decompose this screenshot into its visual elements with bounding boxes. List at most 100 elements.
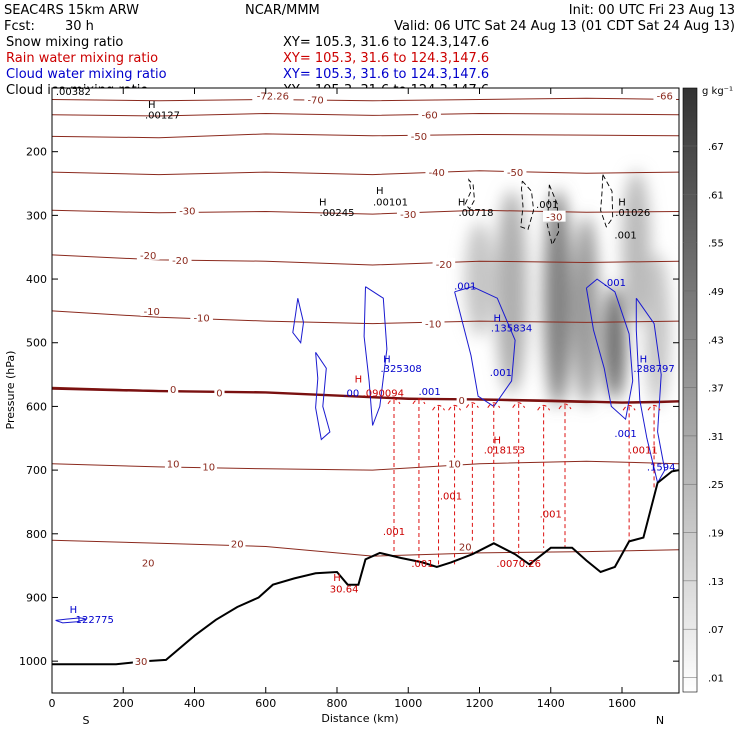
contour-label-bg xyxy=(432,257,456,269)
contour-label: 0 xyxy=(459,396,465,407)
contour-label: 10 xyxy=(167,460,180,471)
contour-label: -30 xyxy=(546,213,562,224)
contour-label: 20 xyxy=(142,558,155,569)
contour-label-bg xyxy=(214,386,225,398)
rain-column-cap xyxy=(487,402,501,408)
temperature-contour xyxy=(52,97,679,102)
field-annotation: .00127 xyxy=(145,111,180,122)
contour-label-bg xyxy=(190,311,213,323)
y-tick-label: 500 xyxy=(26,337,47,350)
contour-label-bg xyxy=(396,208,420,220)
y-axis-label: Pressure (hPa) xyxy=(4,351,17,430)
colorbar-tick-label: .49 xyxy=(708,287,724,298)
field-annotation: 30.64 xyxy=(330,585,359,596)
terrain-outline xyxy=(52,469,679,666)
colorbar-tick-label: .01 xyxy=(708,674,724,685)
cloud-water-contour xyxy=(635,297,666,485)
y-tick-label: 900 xyxy=(26,591,47,604)
contour-label: 0 xyxy=(216,388,222,399)
contour-label-bg xyxy=(229,537,246,549)
colorbar-tick-label: .13 xyxy=(708,577,724,588)
field-annotation: .00718 xyxy=(458,208,493,219)
contour-label: -10 xyxy=(144,307,160,318)
shading-blob xyxy=(465,221,494,337)
contour-label-bg xyxy=(407,129,431,141)
field-annotation: H xyxy=(640,355,648,366)
org-title: NCAR/MMM xyxy=(245,3,320,18)
rain-column-cap xyxy=(387,398,401,405)
shading-blob xyxy=(543,189,573,407)
y-tick-label: 400 xyxy=(26,273,47,286)
snow-contour xyxy=(464,178,475,210)
temperature-contour xyxy=(52,170,679,176)
field-annotation: .0070.26 xyxy=(496,559,541,570)
x-tick-label: 600 xyxy=(255,697,276,710)
field-annotation: .001 xyxy=(490,368,512,379)
field-annotation: .001 xyxy=(614,429,636,440)
contour-label-bg xyxy=(164,457,182,469)
contour-label: -30 xyxy=(179,206,195,217)
contour-label-bg xyxy=(421,317,445,329)
contour-label-bg xyxy=(653,89,677,101)
contour-label-bg xyxy=(168,383,179,395)
y-tick-label: 200 xyxy=(26,146,47,159)
x-axis-label: Distance (km) xyxy=(321,712,398,725)
x-tick-label: 1000 xyxy=(394,697,422,710)
contour-label-bg xyxy=(543,210,566,222)
temperature-contour xyxy=(52,254,679,266)
colorbar-tick-label: .43 xyxy=(708,335,724,346)
cloud-water-contour xyxy=(363,286,388,426)
snow-contour xyxy=(520,180,535,230)
field-name: Snow mixing ratio xyxy=(6,35,123,50)
cloud-water-contours xyxy=(55,278,666,624)
contour-label-bg xyxy=(252,89,294,101)
colorbar-tick-label: .19 xyxy=(708,529,724,540)
field-annotation: H xyxy=(376,186,384,197)
field-annotation: .135834 xyxy=(491,323,532,334)
snow-contour xyxy=(600,174,614,228)
field-name: Cloud water mixing ratio xyxy=(6,67,167,82)
cloud-water-contour xyxy=(454,286,516,408)
colorbar-unit: g kg⁻¹ xyxy=(702,86,733,97)
fcst-value: 30 h xyxy=(65,19,94,34)
contour-label-bg xyxy=(456,394,467,406)
field-annotation: .288797 xyxy=(633,364,674,375)
colorbar-tick-label: .55 xyxy=(708,239,724,250)
field-name: Rain water mixing ratio xyxy=(6,51,158,66)
snow-contours xyxy=(464,174,614,246)
y-tick-label: 300 xyxy=(26,209,47,222)
contour-label-bg xyxy=(136,248,160,260)
contour-label-bg xyxy=(139,556,157,568)
contour-label: 10 xyxy=(448,460,461,471)
temperature-contour xyxy=(52,310,679,325)
cloud-water-contour xyxy=(55,617,87,624)
rain-column-cap xyxy=(647,404,661,411)
rain-column-cap xyxy=(537,404,551,411)
cloud-ice-shading xyxy=(465,170,671,407)
field-annotation: .001 xyxy=(536,200,558,211)
contour-label: -50 xyxy=(507,168,523,179)
y-tick-label: 700 xyxy=(26,464,47,477)
snow-contour xyxy=(546,184,560,246)
field-annotation: .001 xyxy=(383,527,405,538)
temperature-contour xyxy=(52,460,679,471)
x-tick-label: 400 xyxy=(184,697,205,710)
field-xy: XY= 105.3, 31.6 to 124.3,147.6 xyxy=(283,67,489,82)
rain-column-cap xyxy=(622,404,636,411)
contour-label: -20 xyxy=(436,260,452,271)
cloud-water-contour xyxy=(585,278,634,421)
x-tick-label: 200 xyxy=(113,697,134,710)
x-tick-label: 800 xyxy=(327,697,348,710)
temperature-contour xyxy=(52,133,679,139)
x-tick-label: 0 xyxy=(49,697,56,710)
temperature-contour xyxy=(52,209,679,215)
contour-label: -10 xyxy=(193,313,209,324)
field-annotation: H xyxy=(355,374,363,385)
plot-frame xyxy=(51,87,680,694)
colorbar xyxy=(682,87,698,693)
x-tick-label: 1200 xyxy=(466,697,494,710)
field-annotation: .1594 xyxy=(647,462,676,473)
shading-blob xyxy=(495,189,528,394)
y-tick-label: 800 xyxy=(26,528,47,541)
